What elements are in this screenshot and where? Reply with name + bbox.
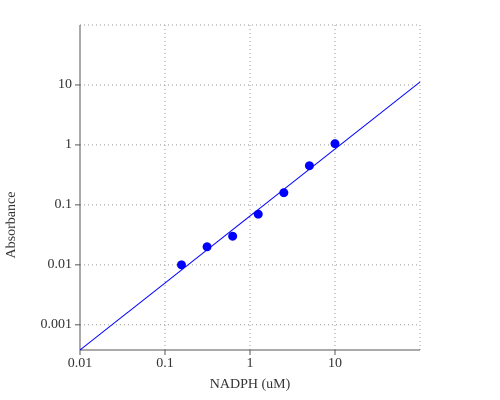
point — [304, 161, 314, 171]
point — [228, 231, 238, 241]
x-tick-label: 10 — [328, 356, 342, 371]
x-tick-label: 1 — [247, 356, 254, 371]
point — [176, 260, 186, 270]
point — [253, 209, 263, 219]
fit-line — [79, 81, 421, 351]
point — [330, 139, 340, 149]
y-tick-label: 1 — [65, 137, 72, 152]
x-tick-label: 0.1 — [156, 356, 174, 371]
y-tick-label: 10 — [58, 77, 72, 92]
y-tick-label: 0.01 — [48, 257, 73, 272]
y-axis-label: Absorbance — [4, 192, 19, 259]
y-tick-label: 0.1 — [55, 197, 73, 212]
y-tick-label: 0.001 — [41, 317, 73, 332]
x-tick-label: 0.01 — [68, 356, 93, 371]
x-axis-label: NADPH (uM) — [210, 377, 291, 392]
point — [279, 188, 289, 198]
point — [202, 242, 212, 252]
